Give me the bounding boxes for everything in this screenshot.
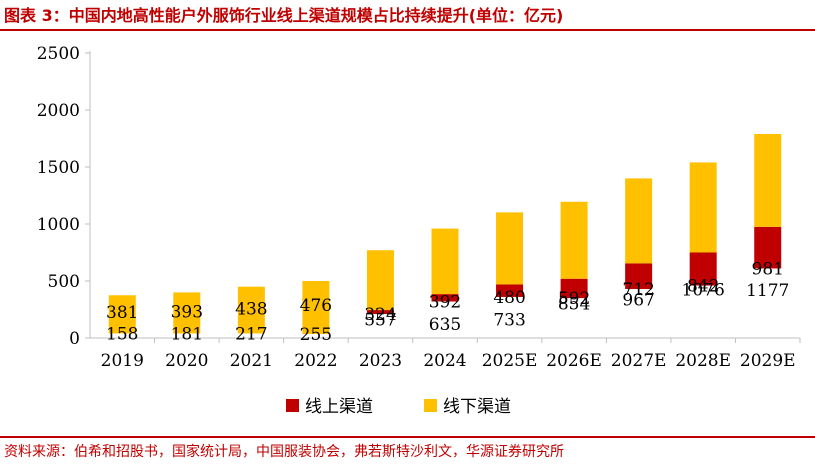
online-bar xyxy=(625,263,653,289)
offline-value-label: 476 xyxy=(300,296,332,316)
online-bar xyxy=(496,284,524,297)
offline-bar xyxy=(625,178,653,264)
offline-value-label: 854 xyxy=(558,295,590,315)
online-value-label: 480 xyxy=(493,288,525,308)
online-value-label: 181 xyxy=(171,324,203,344)
offline-bar xyxy=(754,133,782,227)
y-tick-label: 500 xyxy=(48,272,80,292)
offline-value-label: 557 xyxy=(364,310,396,330)
figure-source: 资料来源：伯希和招股书，国家统计局，中国服装协会，弗若斯特沙利文，华源证券研究所 xyxy=(4,444,564,460)
online-value-label: 158 xyxy=(106,324,138,344)
x-tick-label: 2023 xyxy=(359,351,402,371)
online-bar xyxy=(431,294,459,302)
offline-value-label: 381 xyxy=(106,303,138,323)
offline-value-label: 438 xyxy=(235,300,267,320)
offline-value-label: 967 xyxy=(622,291,654,311)
offline-bar xyxy=(496,212,524,285)
offline-bar xyxy=(431,228,459,295)
offline-value-label: 1076 xyxy=(682,280,725,300)
offline-bar xyxy=(302,281,330,335)
online-value-label: 392 xyxy=(429,293,461,313)
offline-value-label: 393 xyxy=(171,302,203,322)
offline-bar xyxy=(689,162,717,253)
online-value-label: 217 xyxy=(235,324,267,344)
x-tick-label: 2028E xyxy=(675,351,731,371)
legend-online-swatch xyxy=(286,399,299,412)
x-tick-label: 2021 xyxy=(230,351,273,371)
x-tick-label: 2027E xyxy=(611,351,667,371)
title-divider xyxy=(0,29,815,31)
online-bar xyxy=(366,310,394,315)
offline-bar xyxy=(108,295,136,334)
y-tick-label: 1000 xyxy=(37,215,80,235)
y-tick-label: 2000 xyxy=(37,101,80,121)
x-tick-label: 2025E xyxy=(482,351,538,371)
online-bar xyxy=(754,226,782,269)
online-value-label: 592 xyxy=(558,289,590,309)
online-value-label: 981 xyxy=(752,259,784,279)
offline-value-label: 635 xyxy=(429,315,461,335)
x-tick-label: 2020 xyxy=(165,351,208,371)
y-tick-label: 2500 xyxy=(37,44,80,64)
legend-online-label: 线上渠道 xyxy=(305,397,373,417)
offline-bar xyxy=(560,201,588,279)
online-value-label: 712 xyxy=(622,280,654,300)
legend-offline-swatch xyxy=(424,399,437,412)
y-tick-label: 1500 xyxy=(37,158,80,178)
online-value-label: 324 xyxy=(364,305,396,325)
legend-offline-label: 线下渠道 xyxy=(443,397,511,417)
offline-bar xyxy=(173,292,201,334)
offline-value-label: 1177 xyxy=(746,281,789,301)
online-bar xyxy=(689,252,717,286)
source-divider xyxy=(0,436,815,438)
online-value-label: 842 xyxy=(687,277,719,297)
offline-bar xyxy=(366,250,394,311)
offline-value-label: 733 xyxy=(493,310,525,330)
offline-bar xyxy=(237,286,265,334)
y-tick-label: 0 xyxy=(69,329,80,349)
online-bar xyxy=(560,278,588,299)
x-tick-label: 2026E xyxy=(546,351,602,371)
figure-title: 图表 3：中国内地高性能户外服饰行业线上渠道规模占比持续提升(单位：亿元) xyxy=(4,6,564,25)
x-tick-label: 2024 xyxy=(423,351,466,371)
online-value-label: 255 xyxy=(300,325,332,345)
x-tick-label: 2019 xyxy=(101,351,144,371)
x-tick-label: 2022 xyxy=(294,351,337,371)
x-tick-label: 2029E xyxy=(740,351,796,371)
